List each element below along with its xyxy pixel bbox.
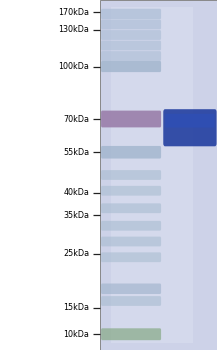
FancyBboxPatch shape bbox=[101, 252, 161, 262]
Text: 55kDa: 55kDa bbox=[63, 148, 89, 157]
Text: 10kDa: 10kDa bbox=[63, 330, 89, 339]
Bar bbox=[111, 7, 193, 343]
FancyBboxPatch shape bbox=[163, 109, 217, 146]
FancyBboxPatch shape bbox=[101, 51, 161, 61]
FancyBboxPatch shape bbox=[101, 221, 161, 231]
Text: 130kDa: 130kDa bbox=[58, 25, 89, 34]
FancyBboxPatch shape bbox=[101, 296, 161, 306]
Text: 70kDa: 70kDa bbox=[63, 114, 89, 124]
FancyBboxPatch shape bbox=[101, 186, 161, 196]
FancyBboxPatch shape bbox=[165, 114, 215, 128]
Text: 170kDa: 170kDa bbox=[58, 8, 89, 17]
FancyBboxPatch shape bbox=[101, 61, 161, 72]
FancyBboxPatch shape bbox=[101, 111, 161, 127]
FancyBboxPatch shape bbox=[101, 284, 161, 294]
FancyBboxPatch shape bbox=[101, 237, 161, 246]
FancyBboxPatch shape bbox=[101, 30, 161, 40]
FancyBboxPatch shape bbox=[101, 328, 161, 340]
FancyBboxPatch shape bbox=[101, 20, 161, 29]
Text: 25kDa: 25kDa bbox=[63, 249, 89, 258]
Text: 100kDa: 100kDa bbox=[58, 62, 89, 71]
Text: 40kDa: 40kDa bbox=[63, 188, 89, 197]
Text: 15kDa: 15kDa bbox=[63, 303, 89, 313]
Bar bbox=[100, 0, 217, 350]
FancyBboxPatch shape bbox=[101, 170, 161, 180]
FancyBboxPatch shape bbox=[101, 203, 161, 213]
Text: 35kDa: 35kDa bbox=[63, 211, 89, 220]
FancyBboxPatch shape bbox=[101, 41, 161, 50]
FancyBboxPatch shape bbox=[101, 146, 161, 159]
FancyBboxPatch shape bbox=[101, 9, 161, 19]
